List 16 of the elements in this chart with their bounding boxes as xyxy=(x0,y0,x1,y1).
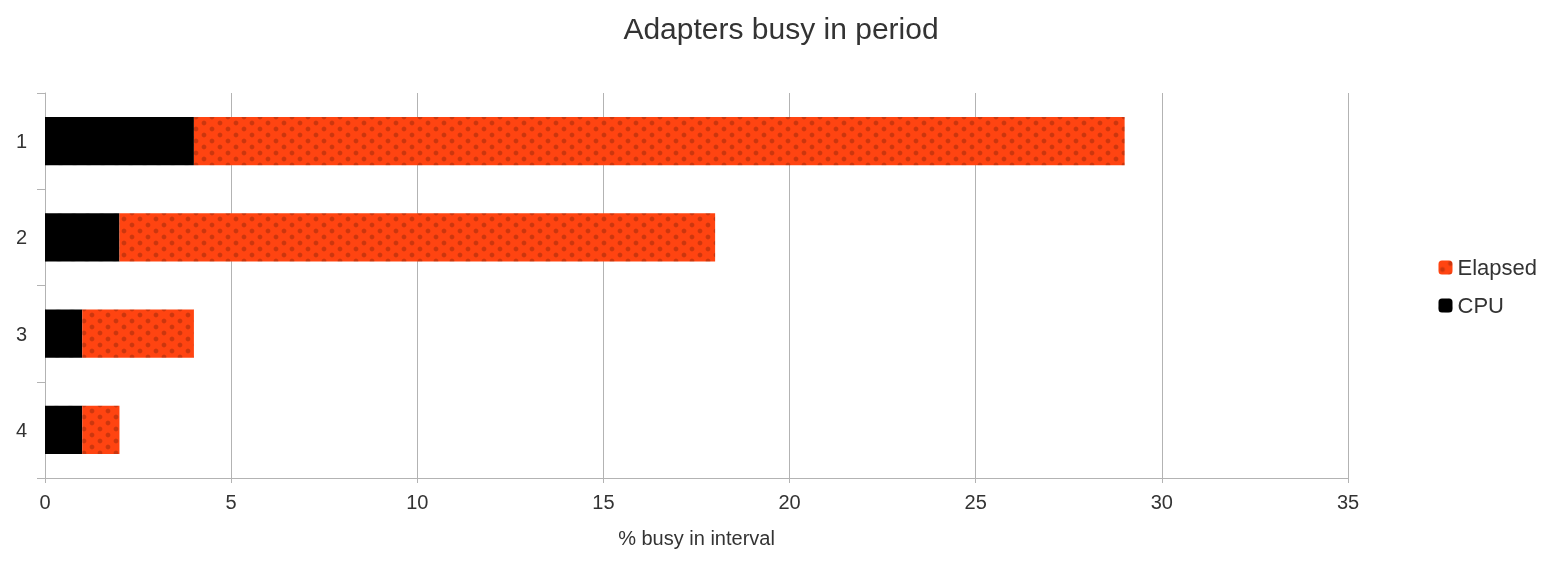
x-tick-label: 15 xyxy=(592,491,615,513)
x-tick-label: 35 xyxy=(1336,491,1360,513)
legend-label: CPU xyxy=(1457,293,1504,318)
x-axis-title: % busy in interval xyxy=(618,527,775,549)
x-tick-label: 30 xyxy=(1150,491,1173,513)
y-tick-label: 1 xyxy=(15,130,27,153)
chart-title: Adapters busy in period xyxy=(623,11,939,45)
x-tick-label: 10 xyxy=(406,491,429,513)
x-tick-label: 5 xyxy=(225,491,237,513)
x-tick-label: 0 xyxy=(39,491,51,513)
y-tick-label: 3 xyxy=(15,322,27,345)
x-tick-label: 25 xyxy=(964,491,987,513)
x-tick-label: 20 xyxy=(778,491,801,513)
legend-label: Elapsed xyxy=(1457,255,1538,280)
y-tick-label: 4 xyxy=(15,418,27,441)
y-tick-label: 2 xyxy=(15,226,27,249)
